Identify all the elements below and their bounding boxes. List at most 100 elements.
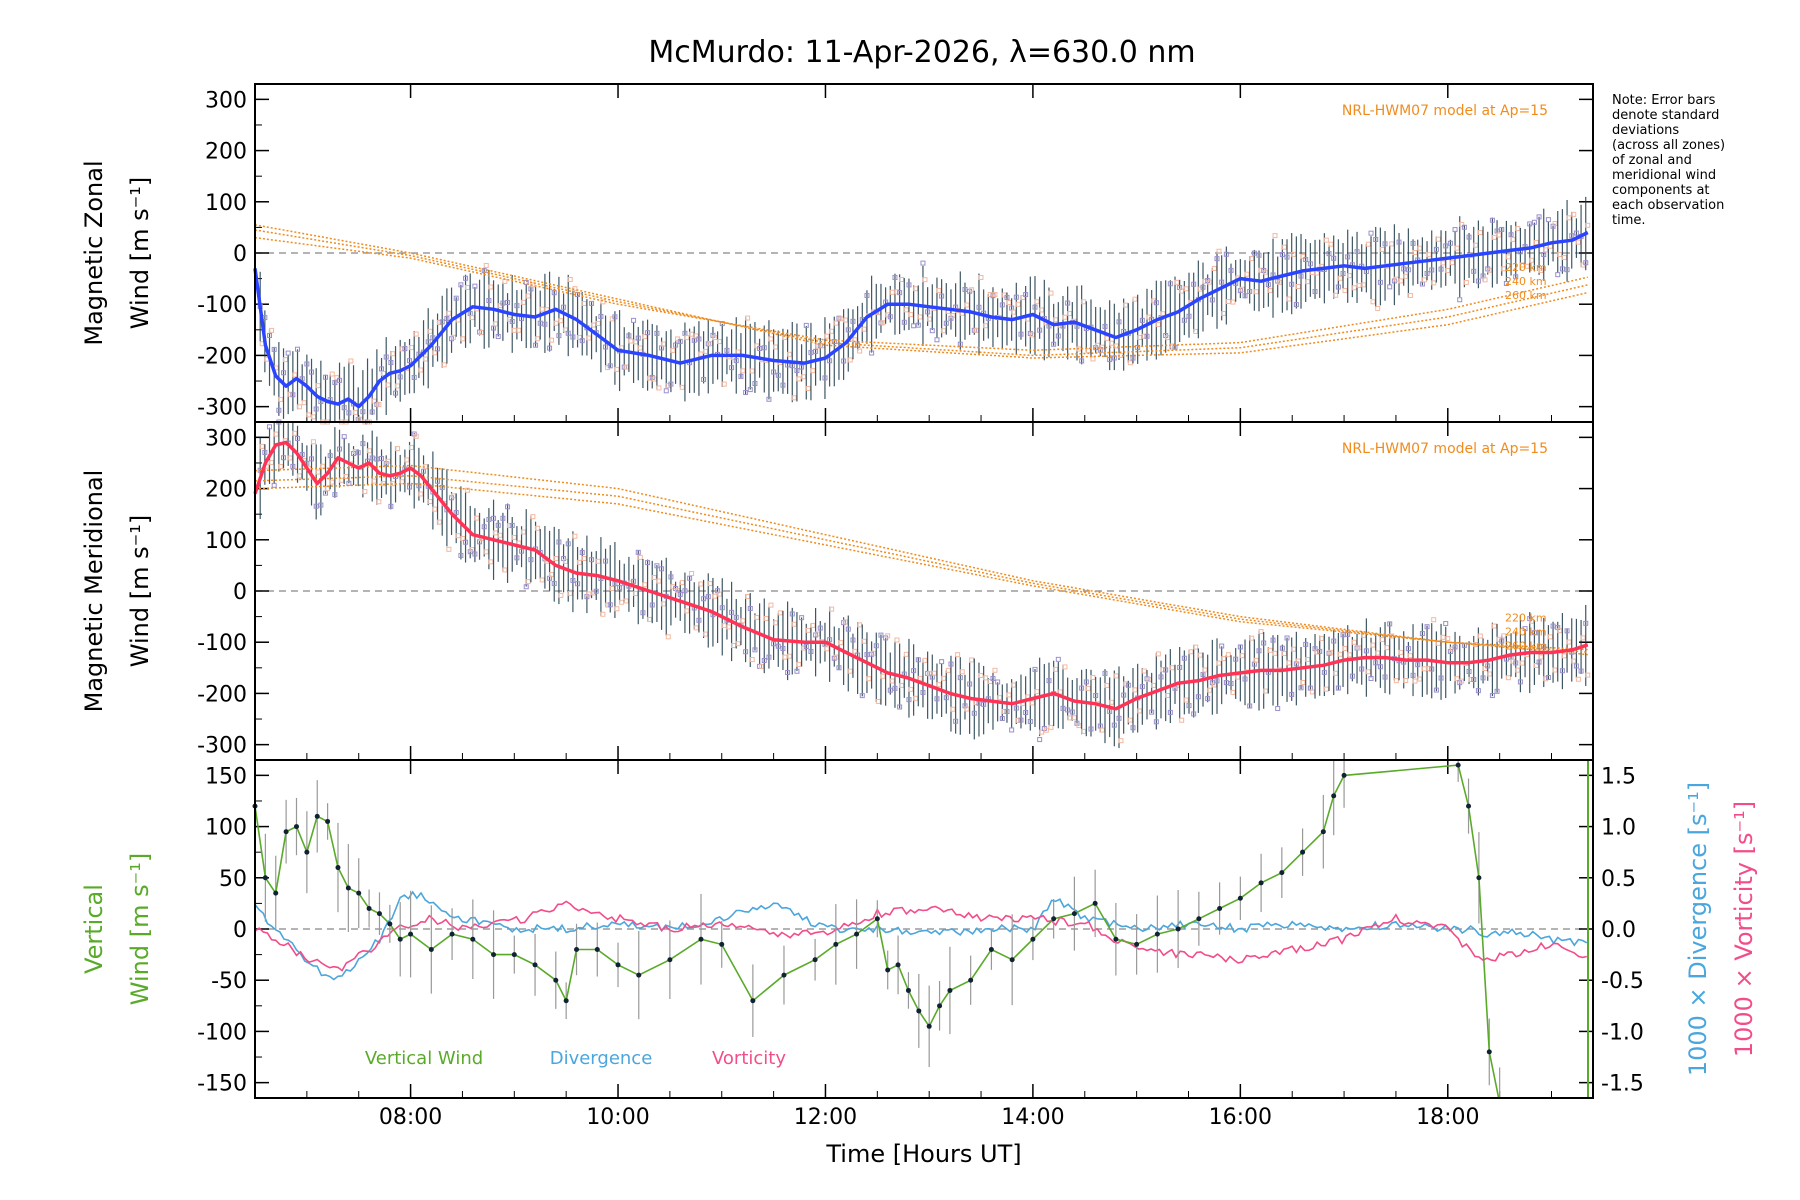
meridional-zone-mark	[766, 654, 772, 660]
zonal-zone-mark	[897, 290, 903, 296]
meridional-zone-mark	[432, 506, 438, 512]
vertical-wind-point	[1476, 875, 1482, 881]
zonal-zone-mark	[1048, 290, 1054, 296]
vertical-wind-point	[1466, 803, 1472, 809]
zonal-zone-mark	[665, 383, 671, 389]
meridional-zone-mark	[894, 637, 900, 643]
meridional-zone-mark	[1349, 673, 1355, 679]
zonal-zone-mark	[570, 334, 576, 340]
meridional-zone-mark	[1580, 635, 1586, 641]
meridional-zone-mark	[577, 559, 583, 565]
zonal-zone-mark	[369, 409, 375, 415]
meridional-zone-mark	[1452, 644, 1458, 650]
zonal-zone-mark	[1034, 299, 1040, 305]
meridional-zone-mark	[1578, 668, 1584, 674]
zonal-ylabel-1: Magnetic Zonal	[80, 160, 108, 345]
zonal-zone-mark	[465, 284, 471, 290]
meridional-zone-mark	[733, 614, 739, 620]
meridional-zone-mark	[761, 657, 767, 663]
zonal-zone-mark	[561, 304, 567, 310]
zonal-zone-mark	[740, 368, 746, 374]
zonal-zone-mark	[1326, 251, 1332, 257]
vertical-ytick-label: -50	[211, 969, 247, 994]
zonal-zone-mark	[493, 321, 499, 327]
zonal-zone-mark	[799, 364, 805, 370]
note-line: Note: Error bars	[1612, 93, 1716, 108]
meridional-zone-mark	[721, 623, 727, 629]
meridional-zone-mark	[642, 582, 648, 588]
zonal-zone-mark	[1272, 233, 1278, 239]
meridional-zone-mark	[847, 668, 853, 674]
meridional-zone-mark	[570, 577, 576, 583]
zonal-zone-mark	[1307, 261, 1313, 267]
vertical-wind-point	[1071, 911, 1077, 917]
zonal-zone-mark	[612, 314, 618, 320]
meridional-zone-mark	[514, 555, 520, 561]
meridional-zone-mark	[635, 549, 641, 555]
zonal-zone-mark	[1435, 236, 1441, 242]
zonal-zone-mark	[1216, 248, 1222, 254]
meridional-zone-mark	[523, 584, 529, 590]
zonal-zone-mark	[1099, 344, 1105, 350]
zonal-zone-mark	[1207, 279, 1213, 285]
meridional-zone-mark	[953, 718, 959, 724]
meridional-zone-mark	[633, 591, 639, 597]
meridional-zone-mark	[563, 558, 569, 564]
zonal-zone-mark	[1298, 273, 1304, 279]
zonal-zone-mark	[388, 360, 394, 366]
meridional-zone-mark	[1247, 703, 1253, 709]
zonal-zone-mark	[463, 275, 469, 281]
meridional-zone-mark	[1564, 628, 1570, 634]
vertical-wind-point	[719, 941, 725, 947]
meridional-zone-mark	[575, 581, 581, 587]
meridional-zone-mark	[689, 571, 695, 577]
meridional-model-altitude-label: 220 km	[1505, 612, 1547, 625]
zonal-zone-mark	[1536, 214, 1542, 220]
zonal-zone-mark	[523, 279, 529, 285]
meridional-zone-mark	[1485, 663, 1491, 669]
zonal-zone-mark	[677, 338, 683, 344]
meridional-zone-mark	[1373, 660, 1379, 666]
zonal-zone-mark	[287, 391, 293, 397]
meridional-zone-mark	[927, 671, 933, 677]
meridional-zone-mark	[1079, 685, 1085, 691]
zonal-zone-mark	[1221, 311, 1227, 317]
meridional-zone-mark	[1575, 676, 1581, 682]
meridional-zone-mark	[472, 551, 478, 557]
zonal-zone-mark	[1373, 236, 1379, 242]
zonal-zone-mark	[1116, 319, 1122, 325]
zonal-zone-mark	[843, 317, 849, 323]
meridional-zone-mark	[404, 457, 410, 463]
zonal-zone-mark	[1230, 299, 1236, 305]
zonal-zone-mark	[444, 315, 450, 321]
vertical-wind-point	[1455, 762, 1461, 768]
meridional-zone-mark	[1513, 660, 1519, 666]
zonal-zone-mark	[729, 365, 735, 371]
zonal-zone-mark	[917, 314, 923, 320]
vertical-wind-point	[895, 962, 901, 968]
meridional-zone-mark	[897, 704, 903, 710]
meridional-zone-mark	[595, 558, 601, 564]
zonal-zone-mark	[827, 358, 833, 364]
zonal-zone-mark	[603, 344, 609, 350]
meridional-zone-mark	[817, 625, 823, 631]
zonal-zone-mark	[1209, 297, 1215, 303]
vertical-wind-point	[1320, 829, 1326, 835]
meridional-zone-mark	[1249, 635, 1255, 641]
meridional-zone-mark	[782, 654, 788, 660]
zonal-zone-mark	[271, 346, 277, 352]
meridional-zone-mark	[1235, 674, 1241, 680]
meridional-ytick-label: -200	[197, 682, 247, 707]
zonal-zone-mark	[824, 333, 830, 339]
meridional-zone-mark	[1538, 654, 1544, 660]
meridional-zone-mark	[640, 610, 646, 616]
meridional-zone-mark	[1333, 670, 1339, 676]
meridional-zone-mark	[1279, 645, 1285, 651]
zonal-zone-mark	[911, 323, 917, 329]
note-line: deviations	[1612, 123, 1679, 138]
meridional-zone-mark	[556, 539, 562, 545]
meridional-zone-mark	[292, 430, 298, 436]
zonal-zone-mark	[295, 346, 301, 352]
zonal-zone-mark	[395, 383, 401, 389]
zonal-zone-mark	[780, 382, 786, 388]
